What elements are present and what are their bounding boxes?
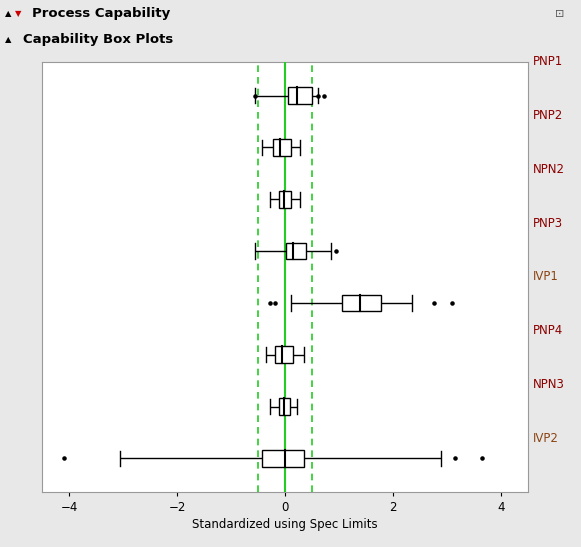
Bar — [342, 295, 381, 311]
Bar — [288, 88, 312, 104]
Text: IVP2: IVP2 — [533, 432, 559, 445]
Text: NPN2: NPN2 — [533, 163, 565, 176]
Bar — [278, 191, 292, 207]
Text: ▲: ▲ — [5, 9, 11, 19]
Text: ⊡: ⊡ — [555, 9, 565, 19]
Bar — [275, 346, 293, 363]
Text: PNP1: PNP1 — [533, 55, 563, 68]
Bar — [273, 139, 292, 156]
Text: PNP3: PNP3 — [533, 217, 563, 230]
X-axis label: Standardized using Spec Limits: Standardized using Spec Limits — [192, 518, 378, 531]
Text: ▼: ▼ — [15, 9, 21, 19]
Bar — [278, 398, 290, 415]
Text: IVP1: IVP1 — [533, 271, 559, 283]
Text: Capability Box Plots: Capability Box Plots — [23, 33, 174, 46]
Bar — [262, 450, 304, 467]
Text: ▲: ▲ — [5, 35, 11, 44]
Text: PNP4: PNP4 — [533, 324, 563, 337]
Text: Process Capability: Process Capability — [32, 8, 170, 20]
Bar — [286, 243, 306, 259]
Text: PNP2: PNP2 — [533, 109, 563, 122]
Text: NPN3: NPN3 — [533, 378, 565, 391]
